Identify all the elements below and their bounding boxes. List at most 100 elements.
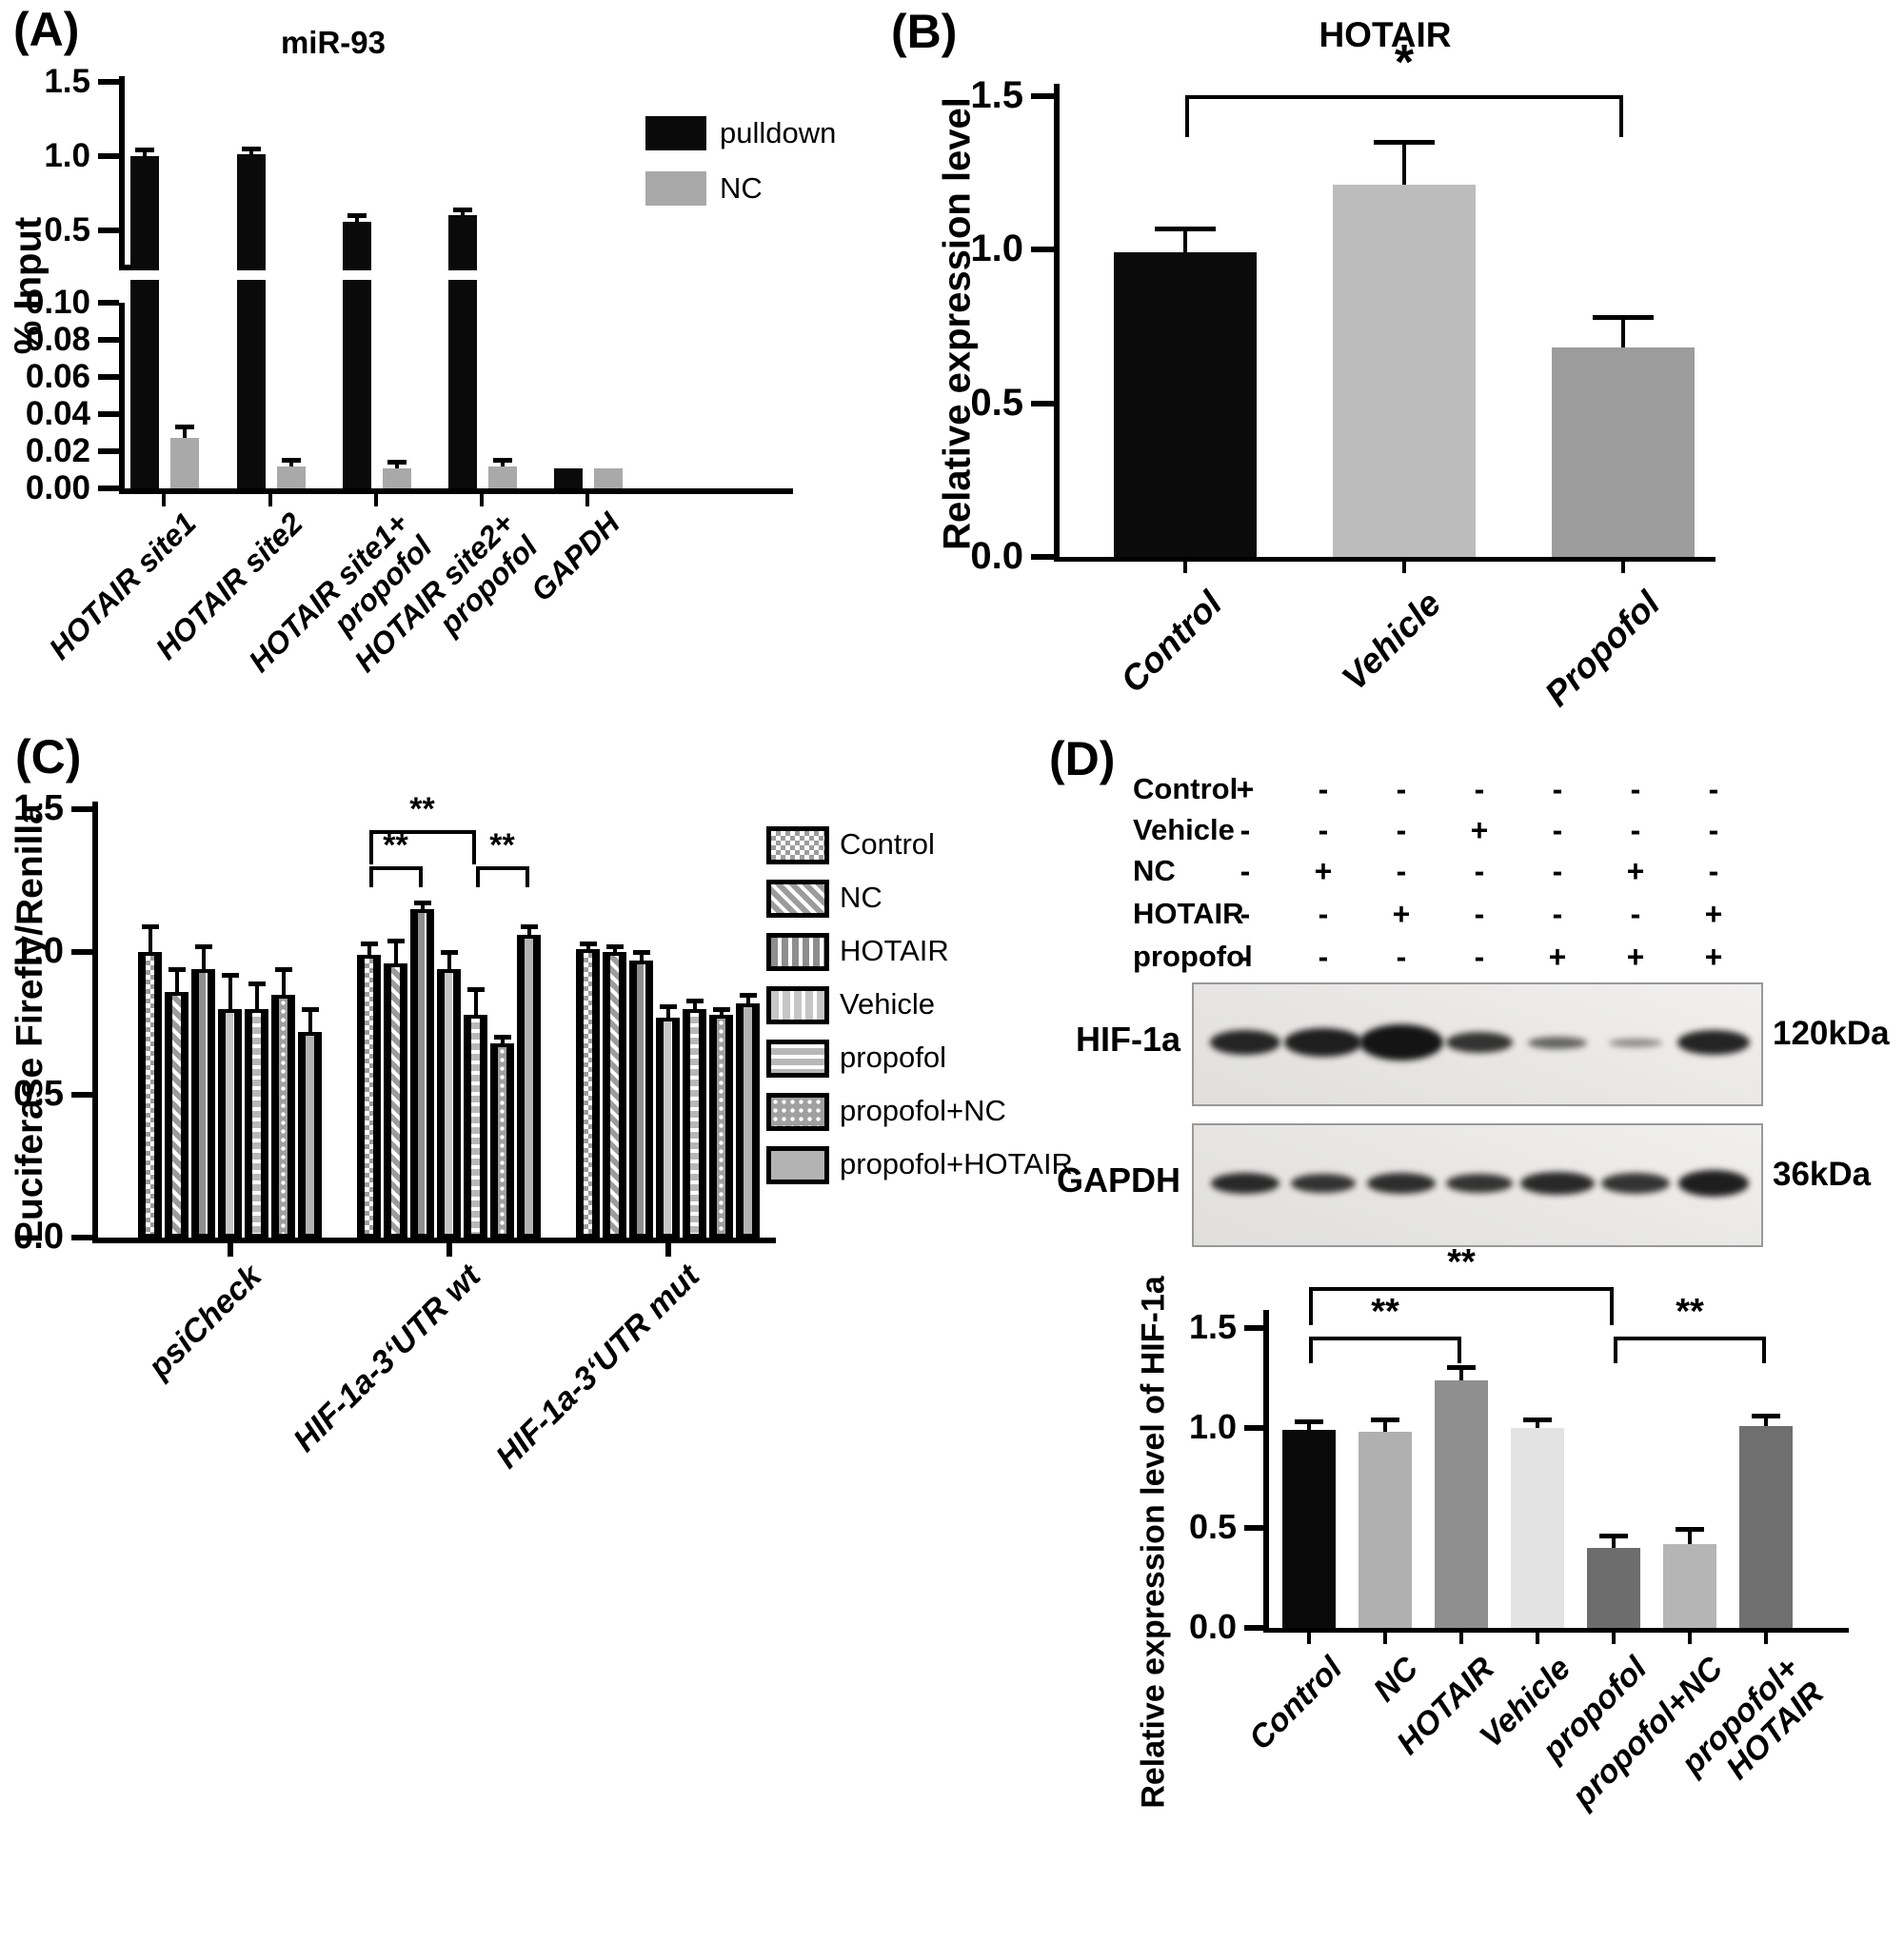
error-bar-stem	[395, 464, 399, 468]
matrix-sign: -	[1630, 813, 1641, 847]
matrix-sign: -	[1240, 854, 1251, 888]
pattern-bar	[576, 949, 600, 1238]
error-bar-cap	[242, 147, 261, 152]
y-axis-tick	[98, 448, 119, 454]
error-bar-cap	[248, 981, 266, 986]
sig-label: **	[1371, 1292, 1399, 1332]
pattern-bar-fill	[664, 1021, 672, 1234]
blot-band	[1291, 1174, 1356, 1193]
blot-weight-label: 36kDa	[1773, 1156, 1872, 1193]
y-axis-tick	[98, 337, 119, 343]
sig-bracket-tick	[1614, 1337, 1617, 1363]
y-axis-line	[119, 303, 125, 491]
error-bar-stem	[355, 218, 359, 222]
y-axis-tick	[98, 374, 119, 380]
pattern-bar	[683, 1009, 706, 1238]
legend-label: pulldown	[720, 116, 837, 149]
pattern-bar-fill	[744, 1007, 752, 1234]
sig-bracket-tick	[471, 830, 476, 864]
y-axis-tick	[98, 411, 119, 417]
bar	[277, 466, 306, 488]
y-tick-label: 1.0	[1188, 1407, 1237, 1447]
matrix-sign: +	[1626, 940, 1645, 974]
legend-label: Vehicle	[840, 987, 935, 1021]
y-tick-label: 0.5	[970, 381, 1023, 424]
bar	[130, 155, 159, 270]
error-bar-stem	[1383, 1421, 1387, 1433]
error-bar-stem	[446, 955, 451, 969]
x-axis-tick	[446, 1243, 452, 1257]
x-axis-tick	[1402, 562, 1406, 573]
error-bar-stem	[1402, 145, 1406, 186]
error-bar-stem	[745, 998, 750, 1003]
sig-bracket-line	[1185, 95, 1623, 99]
matrix-sign: -	[1552, 854, 1563, 888]
x-axis-tick	[227, 1243, 233, 1257]
x-axis-tick	[1612, 1633, 1616, 1644]
pattern-bar	[656, 1018, 680, 1238]
matrix-sign: -	[1708, 813, 1719, 847]
y-axis-tick	[1244, 1425, 1263, 1431]
matrix-sign: -	[1396, 854, 1407, 888]
matrix-sign: -	[1552, 772, 1563, 806]
y-tick-label: 0.10	[25, 283, 90, 321]
bar	[237, 154, 266, 270]
error-bar-stem	[1183, 230, 1187, 253]
pattern-bar-fill	[306, 1036, 314, 1234]
sig-bracket-tick	[1619, 95, 1623, 137]
legend-swatch	[766, 826, 829, 864]
y-tick-label: 0.0	[1188, 1607, 1237, 1647]
sig-bracket-tick	[1309, 1337, 1313, 1363]
error-bar-cap	[194, 944, 212, 949]
y-axis-line	[1263, 1310, 1269, 1631]
matrix-sign: -	[1318, 813, 1329, 847]
error-bar-cap	[659, 1004, 677, 1009]
y-axis-tick	[98, 152, 119, 159]
error-bar-stem	[692, 1003, 697, 1009]
error-bar-stem	[501, 462, 505, 466]
sig-bracket-tick	[1185, 95, 1189, 137]
error-bar-cap	[168, 967, 186, 972]
error-bar-cap	[466, 987, 485, 992]
error-bar-stem	[174, 972, 179, 992]
error-bar-cap	[632, 950, 650, 955]
sig-bracket-tick	[1309, 1287, 1313, 1325]
pattern-bar-fill	[498, 1047, 506, 1234]
bar	[1587, 1548, 1640, 1628]
legend-swatch	[766, 880, 829, 918]
x-axis-line	[92, 1238, 776, 1243]
matrix-sign: -	[1318, 772, 1329, 806]
bar	[1333, 185, 1476, 557]
error-bar-stem	[1688, 1532, 1692, 1544]
matrix-row-label: HOTAIR	[1133, 897, 1244, 930]
bar	[1511, 1428, 1564, 1628]
y-axis-line	[119, 76, 125, 270]
bar	[1663, 1543, 1716, 1628]
matrix-sign: +	[1704, 940, 1723, 974]
legend-label: propofol+NC	[840, 1094, 1006, 1127]
sig-bracket-tick	[475, 866, 480, 887]
legend-swatch	[766, 1093, 829, 1131]
pattern-bar-fill	[252, 1013, 261, 1234]
pattern-bar	[437, 969, 461, 1238]
x-axis-line	[1263, 1628, 1849, 1633]
y-axis-tick	[1031, 554, 1054, 560]
y-tick-label: 0.5	[13, 1074, 64, 1115]
bar	[488, 466, 517, 488]
error-bar-stem	[1459, 1370, 1463, 1380]
y-tick-label: 1.0	[970, 228, 1023, 269]
error-bar-stem	[473, 992, 478, 1015]
matrix-sign: +	[1392, 897, 1411, 931]
bar	[343, 221, 371, 270]
pattern-bar-fill	[445, 973, 453, 1234]
error-bar-cap	[135, 147, 154, 152]
legend-swatch-fill	[771, 991, 824, 1020]
pattern-bar-fill	[226, 1013, 234, 1234]
error-bar-stem	[1307, 1423, 1311, 1431]
panel-d-label: (D)	[1049, 732, 1116, 785]
error-bar-cap	[493, 1034, 511, 1040]
y-tick-label: 0.06	[25, 357, 90, 395]
x-axis-line	[119, 488, 793, 494]
panel-c-label: (C)	[15, 730, 82, 783]
x-axis-tick	[268, 494, 272, 506]
